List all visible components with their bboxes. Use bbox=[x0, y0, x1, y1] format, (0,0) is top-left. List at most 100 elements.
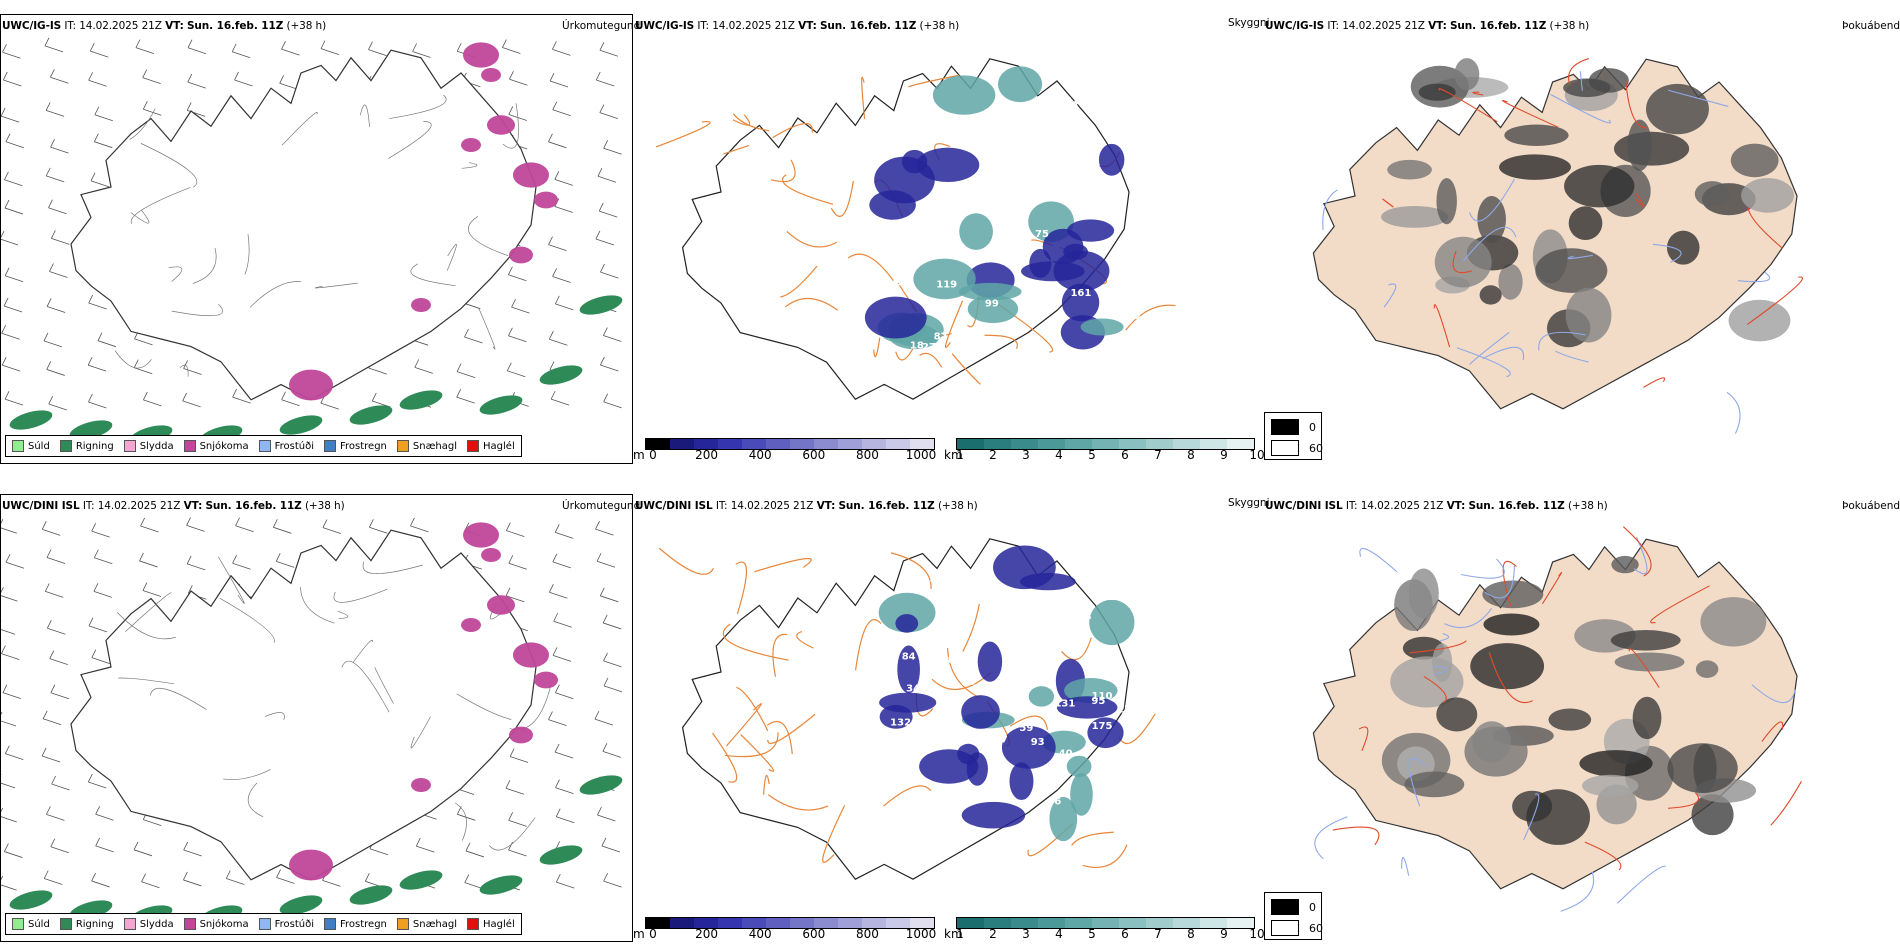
colorbar-strip bbox=[956, 438, 1255, 450]
legend-swatch bbox=[396, 918, 409, 930]
colorbar-tick-label: 800 bbox=[855, 927, 879, 941]
visibility-value-label: 163 bbox=[1071, 612, 1092, 623]
colorbar-unit: km bbox=[944, 927, 963, 941]
visibility-value-label: 161 bbox=[1070, 288, 1091, 299]
colorbar-tick-label: 6 bbox=[1121, 927, 1129, 941]
visibility-value-label: 11 bbox=[1104, 122, 1118, 133]
visibility-value-label: 49 bbox=[1004, 700, 1018, 711]
colorbar-segment bbox=[1065, 918, 1092, 928]
road-network bbox=[114, 94, 519, 377]
colorbar-segment bbox=[838, 918, 862, 928]
legend-swatch bbox=[324, 440, 336, 452]
colorbar-strip bbox=[645, 438, 935, 450]
precip-type-panel-top: Súld Rigning Slydda Snjókoma Frostúði Frostre… bbox=[0, 14, 633, 464]
legend-label: Frostúði bbox=[274, 918, 314, 930]
visibility-value-label: 34 bbox=[906, 684, 920, 695]
snowfall-areas bbox=[289, 522, 558, 881]
fog-index-legend: 0 60 bbox=[1264, 892, 1323, 940]
legend-item: Snæhagl bbox=[396, 918, 458, 930]
legend-item: Súld bbox=[12, 918, 50, 930]
legend-swatch bbox=[59, 918, 72, 930]
fog-legend-swatch bbox=[1271, 899, 1299, 915]
fog-legend-item: 60 bbox=[1271, 920, 1323, 936]
visibility-value-label: 114 bbox=[1109, 592, 1130, 603]
colorbar-tick-label: 9 bbox=[1220, 927, 1228, 941]
panel-title: Úrkomutegund bbox=[562, 20, 641, 32]
visibility-value-label: 75 bbox=[1035, 229, 1049, 240]
colorbar-tick-label: 3 bbox=[1022, 448, 1030, 462]
colorbar-tick-label: 600 bbox=[802, 448, 826, 462]
legend-swatch bbox=[258, 440, 271, 452]
legend-item: Frostregn bbox=[324, 440, 387, 452]
visibility-value-label: 87 bbox=[934, 332, 948, 343]
fog-legend-swatch bbox=[1271, 440, 1299, 456]
colorbar-segment bbox=[1146, 918, 1173, 928]
colorbar-tick-label: 200 bbox=[695, 927, 719, 941]
colorbar-tick-label: 2 bbox=[989, 448, 997, 462]
legend-label: Snæhagl bbox=[412, 918, 458, 930]
visibility-panel-top: 88 24 161 27 12 99 116 18 91 11 119 44 32 87 75 65 46 81 9… bbox=[633, 14, 1263, 464]
legend-label: Snjókoma bbox=[199, 440, 249, 452]
panel-title: Þokuábendi bbox=[1842, 500, 1900, 512]
road-network bbox=[1314, 526, 1802, 912]
visibility-value-label: 24 bbox=[931, 196, 945, 207]
panel-title: Skyggni bbox=[1228, 497, 1270, 509]
colorbar-segment bbox=[766, 439, 790, 449]
precip-type-legend: Súld Rigning Slydda Snjókoma Frostúði Frostre… bbox=[5, 913, 522, 935]
legend-item: Slydda bbox=[123, 918, 174, 930]
visibility-value-label: 158 bbox=[981, 794, 1002, 805]
precip-type-panel-bottom: Súld Rigning Slydda Snjókoma Frostúði Frostre… bbox=[0, 494, 633, 942]
visibility-value-label: 40 bbox=[1059, 748, 1073, 759]
colorbar-segment bbox=[910, 918, 934, 928]
fog-legend-label: 0 bbox=[1309, 900, 1316, 914]
colorbar-segment bbox=[670, 918, 694, 928]
visibility-value-label: 46 bbox=[982, 324, 996, 335]
visibility-value-label: 95 bbox=[1091, 696, 1105, 707]
legend-item: Snjókoma bbox=[183, 440, 249, 452]
colorbar-tick-label: 800 bbox=[855, 448, 879, 462]
visibility-value-label: 135 bbox=[929, 573, 950, 584]
legend-label: Frostregn bbox=[340, 918, 387, 930]
panel-header: UWC/DINI ISL IT: 14.02.2025 21Z VT: Sun.… bbox=[2, 500, 345, 512]
colorbar-tick-label: 4 bbox=[1055, 927, 1063, 941]
visibility-value-label: 93 bbox=[1031, 737, 1045, 748]
visibility-value-label: 32 bbox=[1119, 89, 1133, 100]
visibility-value-label: 17 bbox=[1117, 704, 1131, 715]
visibility-value-label: 132 bbox=[890, 717, 911, 728]
iceland-map-visibility-top: 88 24 161 27 12 99 116 18 91 11 119 44 32 87 75 65 46 81 9… bbox=[655, 58, 1176, 400]
visibility-value-label: 142 bbox=[1120, 581, 1141, 592]
colorbar-segment bbox=[742, 918, 766, 928]
legend-swatch bbox=[183, 440, 196, 452]
visibility-value-label: 87 bbox=[937, 710, 951, 721]
colorbar-tick-label: 7 bbox=[1154, 927, 1162, 941]
iceland-map-precip-bottom bbox=[1, 517, 623, 925]
fog-index-panel-top bbox=[1263, 14, 1900, 464]
colorbar-segment bbox=[1227, 439, 1254, 449]
colorbar-tick-label: 600 bbox=[802, 927, 826, 941]
fog-index-shading bbox=[1381, 555, 1767, 845]
legend-swatch bbox=[59, 440, 72, 452]
legend-swatch bbox=[123, 918, 136, 930]
legend-swatch bbox=[467, 918, 480, 930]
fog-legend-label: 60 bbox=[1309, 441, 1323, 455]
colorbar-segment bbox=[862, 439, 886, 449]
legend-swatch bbox=[467, 440, 480, 452]
colorbar-segment bbox=[886, 918, 910, 928]
road-network bbox=[658, 547, 1156, 869]
legend-swatch bbox=[396, 440, 409, 452]
colorbar-tick-label: 1 bbox=[956, 448, 964, 462]
legend-item: Haglél bbox=[467, 440, 515, 452]
legend-item: Snjókoma bbox=[183, 918, 249, 930]
legend-item: Snæhagl bbox=[396, 440, 457, 452]
colorbar-tick-label: 0 bbox=[649, 448, 657, 462]
iceland-map-visibility-bottom: 17 87 110 26 175 40 161 49 132 219 27 34 142 84 119 135… bbox=[658, 538, 1156, 880]
colorbar-segment bbox=[670, 439, 694, 449]
colorbar-tick-label: 0 bbox=[649, 927, 657, 941]
visibility-value-label: 27 bbox=[1065, 96, 1079, 107]
visibility-value-label: 91 bbox=[897, 278, 911, 289]
low-cloud-areas bbox=[878, 545, 1135, 842]
legend-label: Slydda bbox=[139, 918, 174, 930]
legend-label: Rigning bbox=[75, 918, 114, 930]
fog-legend-item: 0 bbox=[1271, 419, 1316, 435]
visibility-labels: 88 24 161 27 12 99 116 18 91 11 119 44 32 87 75 65 46 81 9… bbox=[897, 89, 1141, 354]
